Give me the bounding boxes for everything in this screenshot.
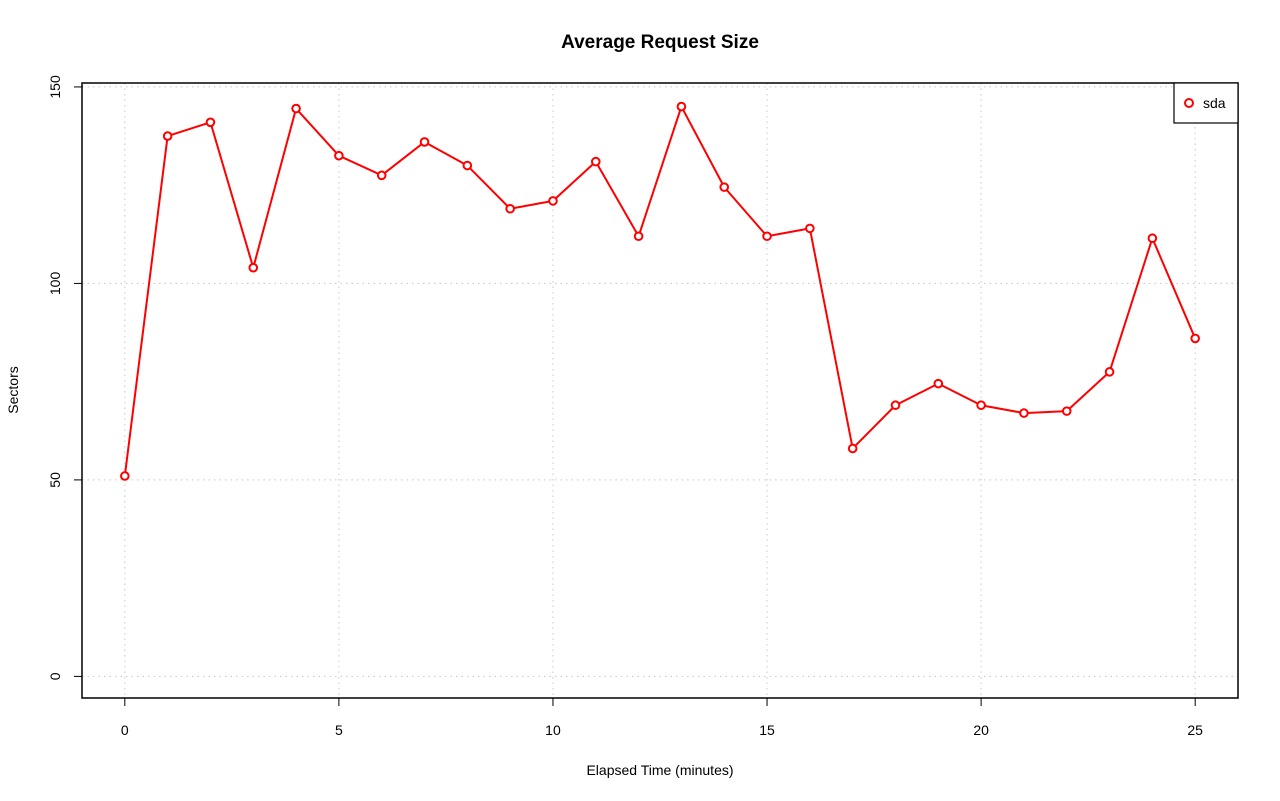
data-point [548,196,558,206]
x-axis: 0 5 10 15 20 25 [121,697,1203,738]
y-axis-label: Sectors [5,366,21,413]
x-tick-label: 5 [335,722,343,738]
data-point [762,231,772,242]
data-point [1104,367,1115,377]
data-point [805,223,815,234]
series-group [120,101,1200,481]
x-tick-label: 20 [973,722,989,738]
y-axis: 0 50 100 150 [47,75,83,680]
series-line-sda [123,105,1197,477]
data-point [976,400,986,411]
x-tick-label: 15 [759,722,775,738]
x-axis-label: Elapsed Time (minutes) [586,762,733,778]
y-tick-label: 50 [47,472,63,488]
data-point [933,378,944,389]
data-point [676,101,687,112]
y-tick-label: 150 [47,75,63,99]
data-point [376,170,387,181]
x-tick-label: 10 [545,722,561,738]
data-point [334,150,344,161]
data-point [890,400,901,411]
legend-marker [1184,98,1194,108]
data-point [1019,408,1029,418]
legend-label-sda: sda [1203,95,1226,111]
x-tick-label: 0 [121,722,129,738]
data-point [847,443,858,454]
data-point [505,203,515,214]
data-point [205,117,216,128]
chart-title: Average Request Size [561,32,759,53]
y-tick-label: 0 [47,672,63,680]
legend: sda [1173,82,1239,124]
grid [82,83,1238,698]
data-point [248,262,259,273]
data-point [1190,333,1200,344]
legend-box [1173,82,1239,124]
data-point [1061,406,1072,416]
y-tick-label: 100 [47,272,63,296]
data-point [1147,233,1158,244]
plot-area-border [81,82,1239,699]
data-point [120,471,130,481]
data-point [162,131,173,141]
data-point [462,160,473,171]
data-point [590,156,601,167]
data-point [719,182,730,192]
data-point [419,137,430,147]
x-tick-label: 25 [1187,722,1203,738]
data-point [633,231,644,242]
data-point [291,103,301,114]
